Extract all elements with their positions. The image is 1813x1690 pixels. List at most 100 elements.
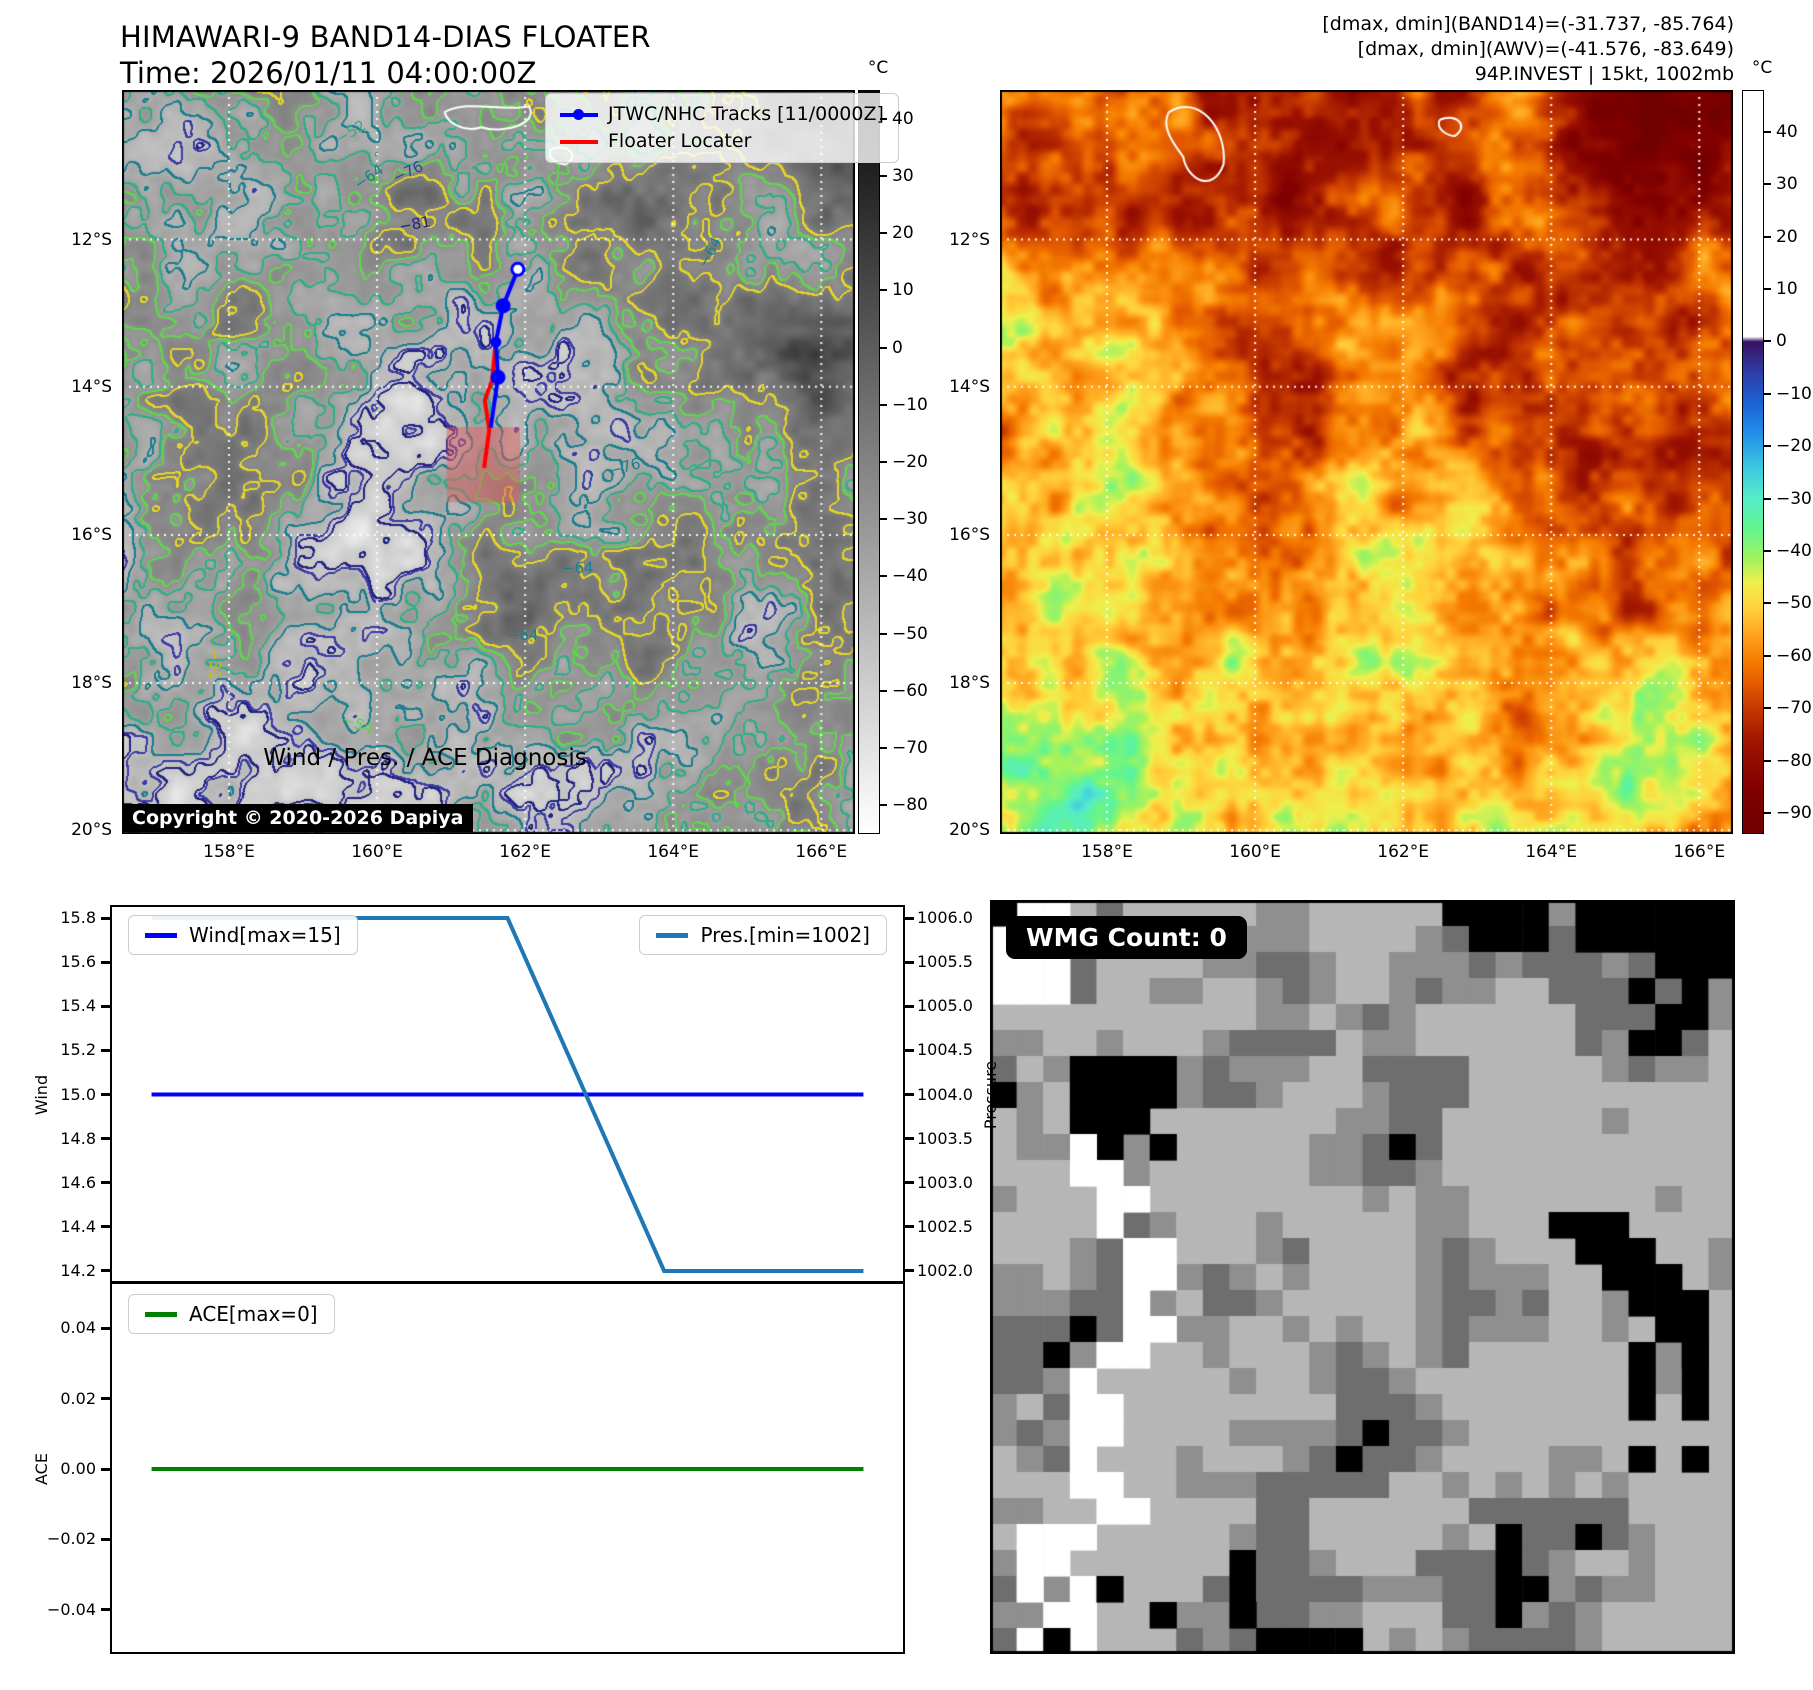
band14-colorbar-tickmark <box>880 804 887 807</box>
awv-lat-tick-label: 16°S <box>949 524 990 545</box>
awv-colorbar-tick-label: 40 <box>1776 121 1798 142</box>
wind-pressure-tickmark-right <box>905 1225 914 1229</box>
track-line-swatch <box>560 109 598 120</box>
band14-lon-tick-label: 166°E <box>795 842 848 862</box>
wind-pressure-tick-label-right: 1002.5 <box>917 1216 973 1236</box>
wind-pressure-tick-label-right: 1006.0 <box>917 908 973 928</box>
awv-colorbar-tickmark <box>1764 445 1771 448</box>
band14-colorbar-tick-label: −60 <box>892 680 928 701</box>
band14-colorbar-tick-label: 0 <box>892 337 903 358</box>
awv-lat-tick-label: 12°S <box>949 229 990 250</box>
band14-satellite-map <box>122 90 855 834</box>
wind-pressure-tick-label-left: 14.8 <box>60 1128 96 1148</box>
awv-lon-tick-label: 166°E <box>1673 842 1726 862</box>
wind-pressure-tick-label-left: 15.8 <box>60 908 96 928</box>
wind-pressure-tickmark-left <box>101 1048 110 1052</box>
wind-pressure-tickmark-left <box>101 1269 110 1273</box>
wind-pressure-plot-area <box>151 916 864 1273</box>
band14-colorbar-unit: °C <box>867 58 889 78</box>
band14-map-legend: JTWC/NHC Tracks [11/0000Z] Floater Locate… <box>545 93 899 163</box>
wind-pressure-tickmark-left <box>101 1181 110 1185</box>
band14-colorbar-tickmark <box>880 689 887 692</box>
map-legend-label: Floater Locater <box>608 130 752 152</box>
wind-pressure-tickmark-right <box>905 1269 914 1273</box>
awv-colorbar-tick-label: −50 <box>1776 593 1812 614</box>
band14-colorbar-tickmark <box>880 632 887 635</box>
band14-colorbar-tickmark <box>880 461 887 463</box>
band14-colorbar-tickmark <box>880 289 887 292</box>
wind-pressure-tickmark-right <box>905 1004 914 1008</box>
band14-colorbar-tick-label: −40 <box>892 566 928 587</box>
band14-title: HIMAWARI-9 BAND14-DIAS FLOATER <box>120 20 651 54</box>
awv-colorbar-tickmark <box>1764 759 1771 762</box>
wind-pressure-ylabel-right: Pressure <box>981 1060 1000 1129</box>
wind-pressure-tick-label-left: 14.6 <box>60 1172 96 1192</box>
wind-pressure-tick-label-right: 1004.5 <box>917 1040 973 1060</box>
band14-colorbar-tick-label: 20 <box>892 223 914 244</box>
awv-lon-tick-label: 160°E <box>1229 842 1281 862</box>
awv-colorbar-tick-label: −90 <box>1776 803 1812 824</box>
wind-pressure-tick-label-right: 1002.0 <box>917 1260 973 1280</box>
map-legend-row: JTWC/NHC Tracks [11/0000Z] <box>560 101 884 128</box>
ace-tickmark-left <box>101 1326 110 1330</box>
contour-label: −31 <box>205 648 224 681</box>
awv-satellite-map <box>1000 90 1733 834</box>
band14-lat-tick-label: 16°S <box>71 524 112 545</box>
band14-time-label: Time: 2026/01/11 04:00:00Z <box>120 56 537 90</box>
wind-pressure-tickmark-right <box>905 916 914 920</box>
awv-colorbar-tickmark <box>1764 602 1771 605</box>
wind-pressure-legend-swatch <box>145 932 177 938</box>
ace-tickmark-left <box>101 1537 110 1541</box>
wind-pressure-tick-label-left: 15.2 <box>60 1040 96 1060</box>
ace-tick-label-left: −0.04 <box>46 1599 96 1619</box>
track-dot-icon <box>573 109 584 120</box>
wind-pressure-tick-label-right: 1003.5 <box>917 1128 973 1148</box>
wind-pressure-tickmark-right <box>905 1181 914 1185</box>
band14-colorbar <box>858 90 880 834</box>
wind-pressure-tick-label-right: 1003.0 <box>917 1172 973 1192</box>
wind-pressure-legend-label: Wind[max=15] <box>189 923 341 947</box>
band14-colorbar-tick-label: −80 <box>892 795 928 816</box>
wind-pressure-tick-label-right: 1004.0 <box>917 1084 973 1104</box>
awv-lon-tick-label: 158°E <box>1081 842 1133 862</box>
band14-colorbar-tickmark <box>880 232 887 235</box>
annotation-line-invest: 94P.INVEST | 15kt, 1002mb <box>1474 63 1734 85</box>
band14-lon-tick-label: 158°E <box>203 842 255 862</box>
ace-legend-label: ACE[max=0] <box>189 1302 318 1326</box>
band14-colorbar-tickmark <box>880 346 887 349</box>
awv-colorbar-tick-label: −40 <box>1776 541 1812 562</box>
ace-plot-area <box>151 1467 864 1471</box>
band14-lat-tick-label: 14°S <box>71 376 112 397</box>
floater-line-swatch <box>560 139 598 144</box>
ace-ylabel-left: ACE <box>32 1453 51 1485</box>
band14-colorbar-tickmark <box>880 403 887 406</box>
band14-colorbar-tick-label: −70 <box>892 738 928 759</box>
wind-pressure-tick-label-left: 15.6 <box>60 952 96 972</box>
awv-colorbar-tick-label: −70 <box>1776 698 1812 719</box>
awv-lat-tick-label: 20°S <box>949 820 990 841</box>
awv-colorbar-tick-label: 30 <box>1776 174 1798 195</box>
wind-pressure-tick-label-left: 15.4 <box>60 996 96 1016</box>
awv-colorbar-tickmark <box>1764 654 1771 657</box>
awv-lon-tick-label: 162°E <box>1377 842 1429 862</box>
awv-colorbar-tickmark <box>1764 550 1771 553</box>
wind-pressure-ylabel-left: Wind <box>32 1074 51 1115</box>
awv-lon-tick-label: 164°E <box>1525 842 1578 862</box>
wind-pressure-tick-label-left: 14.2 <box>60 1260 96 1280</box>
awv-lat-tick-label: 14°S <box>949 376 990 397</box>
awv-colorbar-tickmark <box>1764 235 1771 238</box>
awv-colorbar-tick-label: −10 <box>1776 383 1812 404</box>
contour-label: −64 <box>506 625 539 644</box>
ace-tickmark-left <box>101 1467 110 1471</box>
ace-tickmark-left <box>101 1397 110 1401</box>
wind-pressure-tickmark-left <box>101 916 110 920</box>
band14-lat-tick-label: 12°S <box>71 229 112 250</box>
band14-lat-tick-label: 18°S <box>71 672 112 693</box>
wind-pressure-tickmark-right <box>905 1048 914 1052</box>
ace-legend: ACE[max=0] <box>128 1294 335 1334</box>
awv-colorbar-tick-label: 10 <box>1776 279 1798 300</box>
awv-lat-tick-label: 18°S <box>949 672 990 693</box>
ace-legend-swatch <box>145 1311 177 1317</box>
awv-colorbar-tickmark <box>1764 183 1771 186</box>
